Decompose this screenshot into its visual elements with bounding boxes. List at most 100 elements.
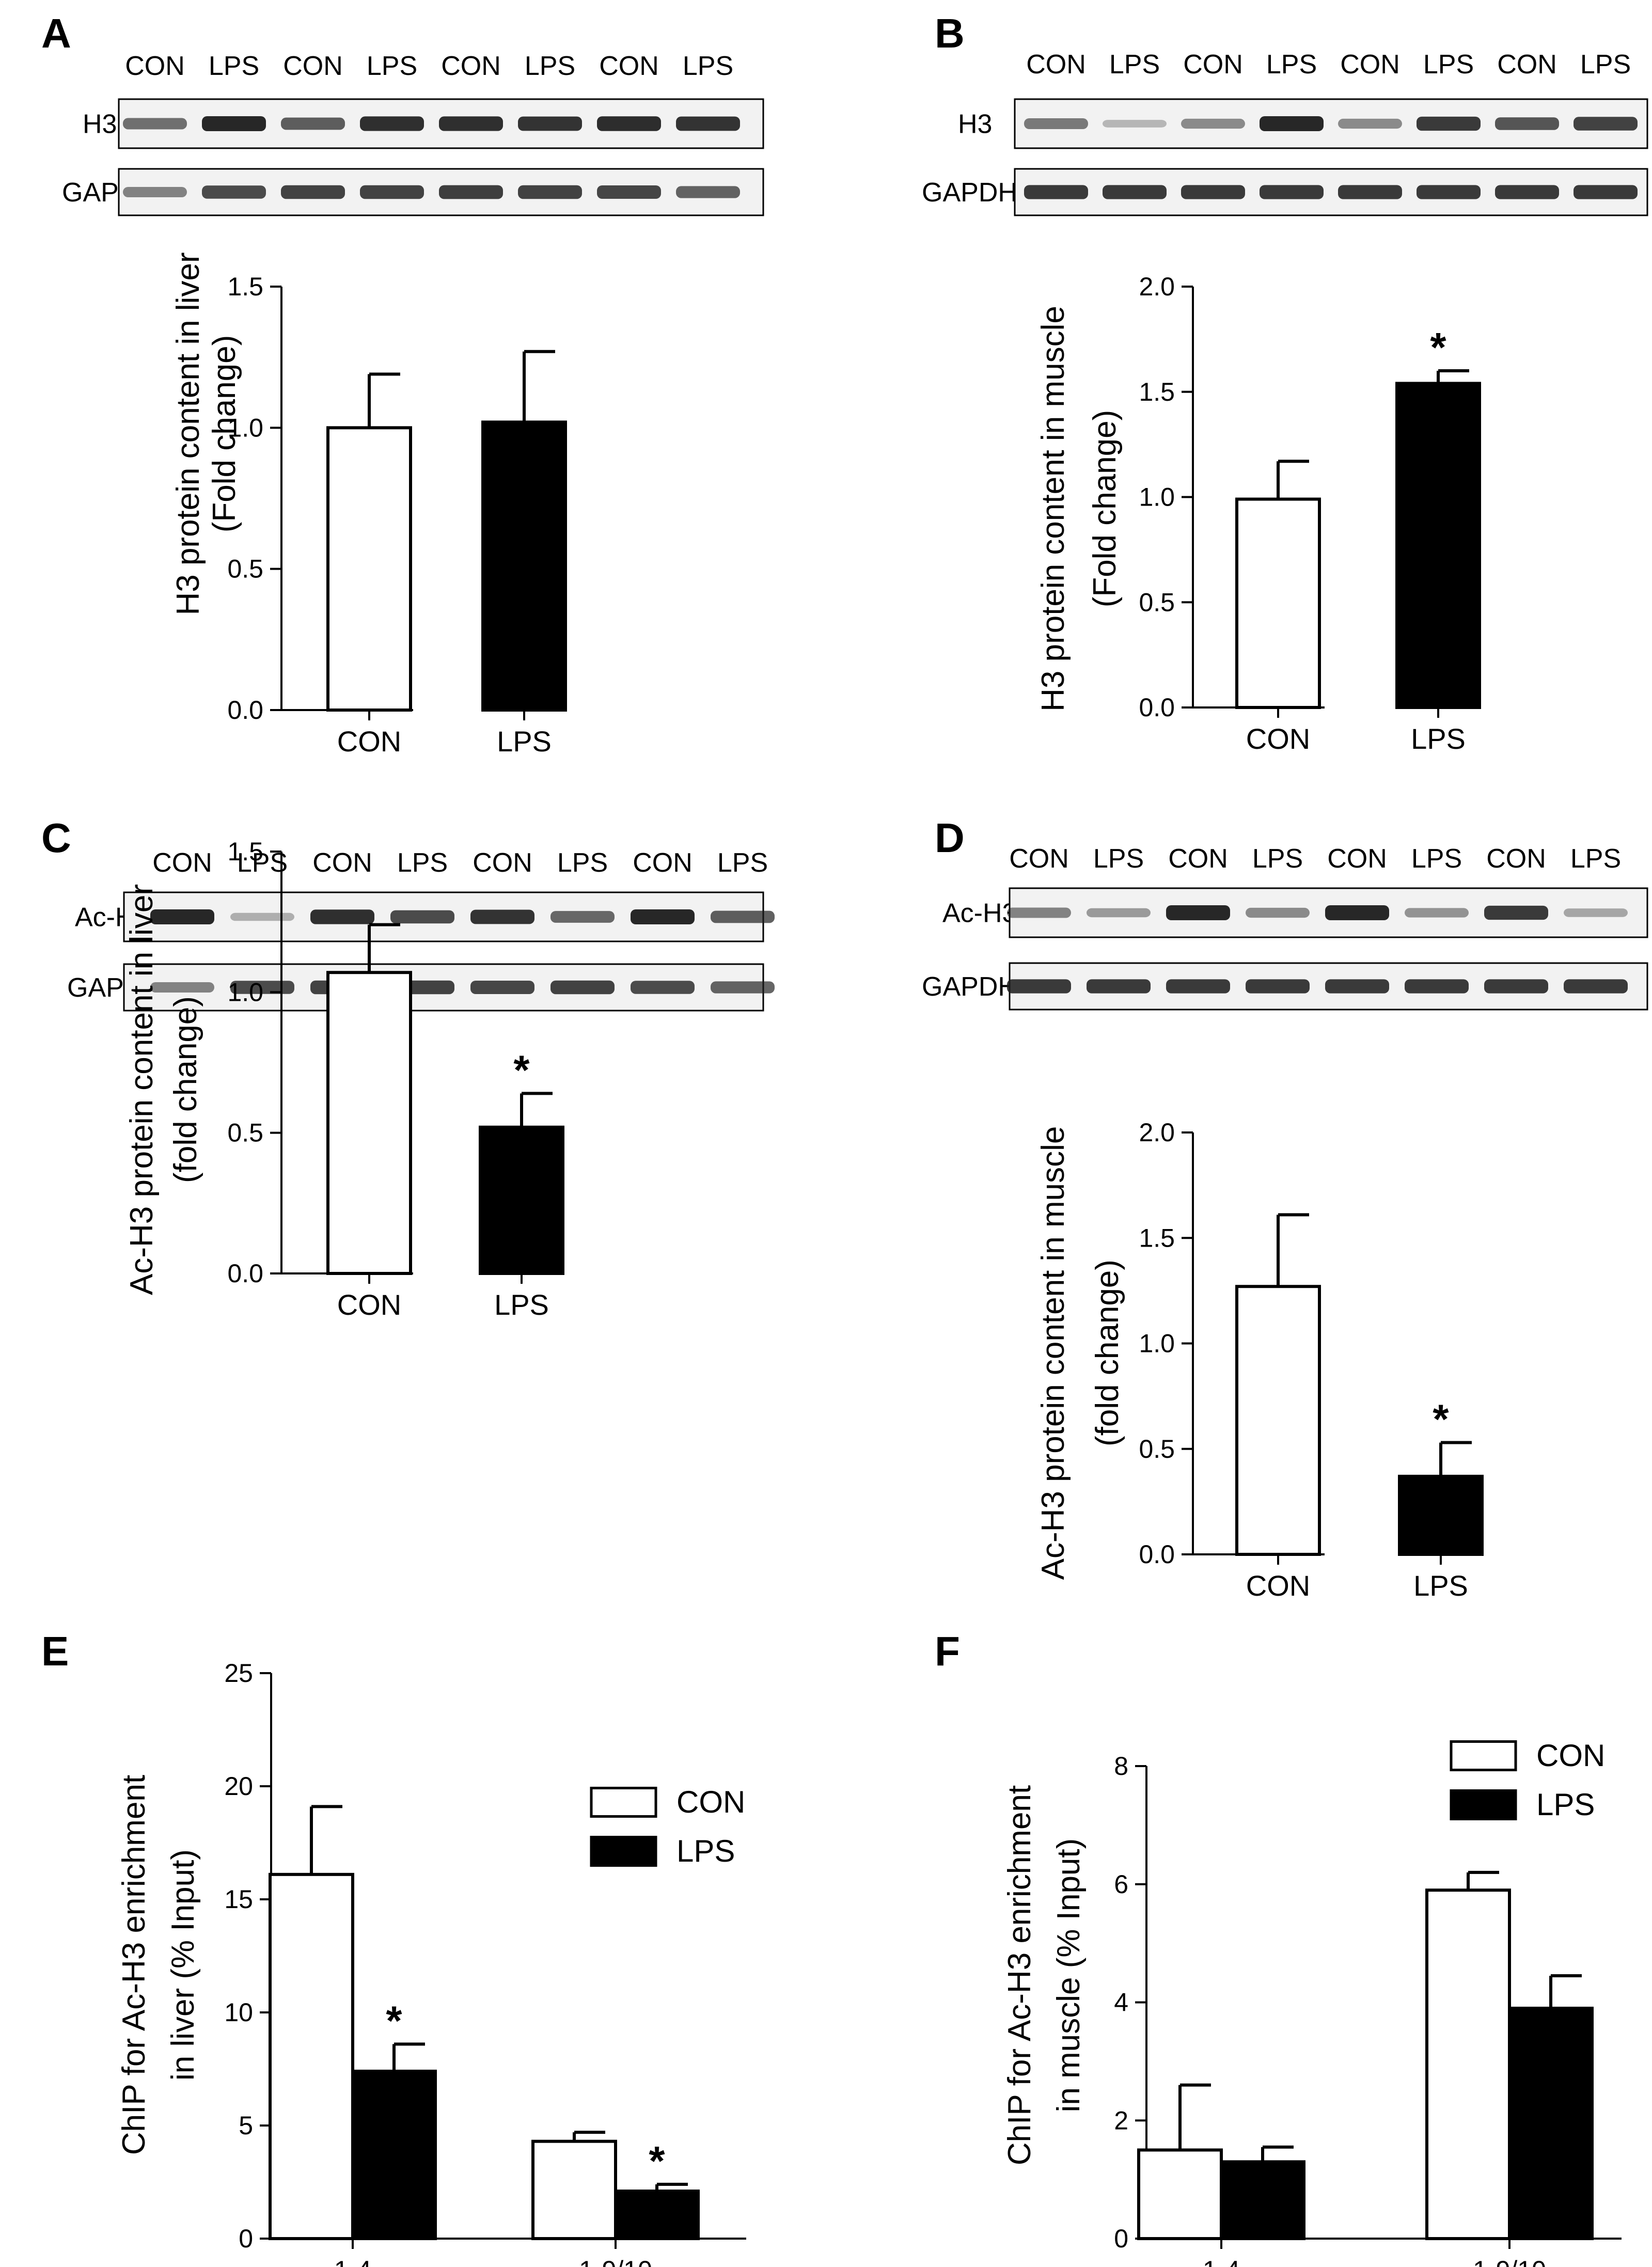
blot-band (123, 186, 187, 198)
blot-band (1495, 185, 1559, 199)
y-tick-label: 0.5 (227, 555, 263, 584)
blot-band (1405, 979, 1469, 994)
significance-marker: * (1433, 1396, 1449, 1442)
lane-label: CON (1183, 50, 1243, 80)
blot-band (360, 185, 424, 199)
panel-label: A (41, 10, 71, 56)
blot-band (631, 909, 695, 925)
y-axis-title: ChIP for Ac-H3 enrichment (116, 1775, 152, 2155)
blot-band (1087, 979, 1151, 994)
blot-band (281, 117, 345, 130)
blot-band (230, 981, 294, 994)
bar (1508, 2006, 1594, 2240)
bar (614, 2190, 700, 2241)
blot-band (597, 185, 661, 199)
lane-label: CON (1486, 844, 1546, 874)
panel-label: D (935, 815, 965, 861)
bar (531, 2139, 617, 2241)
blot-band (597, 116, 661, 131)
blot-band (1564, 908, 1628, 917)
bar (326, 426, 412, 712)
blot-band (390, 910, 454, 924)
blot-row-label: GAPDH (922, 972, 1017, 1002)
bar (1220, 2160, 1305, 2240)
lane-label: CON (473, 848, 532, 878)
blot-band (1338, 118, 1402, 129)
y-axis-title: H3 protein content in muscle (1035, 306, 1071, 712)
x-tick-label: 1-4 (1203, 2256, 1240, 2267)
blot-row-label: H3 (958, 109, 992, 139)
lane-label: LPS (397, 848, 448, 878)
y-tick-label: 10 (224, 1998, 253, 2027)
blot-band (1405, 908, 1469, 918)
x-tick-label: LPS (1411, 722, 1466, 755)
y-tick-label: 2.0 (1139, 1118, 1175, 1147)
lane-label: LPS (717, 848, 768, 878)
blot-band (150, 982, 214, 993)
lane-label: LPS (525, 51, 575, 81)
blot-band (150, 909, 214, 925)
legend-label: CON (1536, 1738, 1605, 1773)
y-tick-label: 0.0 (227, 1259, 263, 1288)
blot-band (470, 980, 534, 995)
y-tick-label: 1.0 (1139, 483, 1175, 512)
legend-swatch (1450, 1789, 1517, 1820)
lane-label: CON (599, 51, 659, 81)
lane-label: LPS (1252, 844, 1303, 874)
legend-swatch (590, 1836, 657, 1867)
blot-band (1574, 185, 1638, 199)
y-tick-label: 0.5 (1139, 1435, 1175, 1463)
legend-label: LPS (1536, 1787, 1595, 1822)
blot-band (202, 185, 266, 199)
x-tick-label: LPS (497, 725, 552, 758)
bar (351, 2069, 437, 2240)
blot-row-label: GAPDH (922, 178, 1017, 208)
x-tick-label: LPS (494, 1288, 549, 1321)
panel-label: B (935, 10, 965, 56)
bar (1235, 497, 1321, 709)
blot-row-label: H3 (83, 109, 117, 139)
legend-swatch (1450, 1740, 1517, 1771)
blot-band (676, 116, 740, 131)
lane-label: LPS (1580, 50, 1631, 80)
x-tick-label: CON (1246, 1569, 1310, 1602)
x-tick-label: CON (337, 725, 401, 758)
x-tick-label: CON (337, 1288, 401, 1321)
y-tick-label: 20 (224, 1772, 253, 1801)
y-tick-label: 0 (1114, 2224, 1128, 2253)
significance-marker: * (386, 1997, 402, 2043)
y-tick-label: 2.0 (1139, 272, 1175, 301)
blot-band (711, 981, 775, 994)
lane-label: CON (1026, 50, 1086, 80)
panel-d: D CON LPS CON LPS CON LPS CON LPS Ac-H3 GAPDH 0.0 0.… (922, 815, 1648, 1602)
lane-label: LPS (1411, 844, 1462, 874)
y-tick-label: 1.0 (227, 413, 263, 442)
x-tick-label: CON (1246, 722, 1310, 755)
blot-band (518, 185, 582, 199)
y-tick-label: 1.0 (227, 978, 263, 1006)
lane-label: CON (312, 848, 372, 878)
y-axis-title: in liver (% Input) (165, 1849, 201, 2081)
y-tick-label: 6 (1114, 1870, 1128, 1899)
legend-label: CON (676, 1785, 745, 1819)
blot-band (281, 185, 345, 199)
lane-label: CON (1327, 844, 1387, 874)
blot-band (1246, 979, 1310, 994)
lane-label: CON (441, 51, 501, 81)
y-tick-label: 1.5 (227, 837, 263, 866)
bar (1425, 1888, 1511, 2240)
panel-label: F (935, 1628, 960, 1674)
y-axis-title: Ac-H3 protein content in muscle (1035, 1126, 1071, 1580)
y-tick-label: 5 (239, 2111, 253, 2140)
bar (481, 420, 567, 712)
lane-label: LPS (1266, 50, 1317, 80)
y-axis-title: ChIP for Ac-H3 enrichment (1002, 1785, 1037, 2165)
bar (269, 1872, 354, 2241)
lane-label: CON (1497, 50, 1557, 80)
blot-band (1024, 185, 1088, 199)
panel-e: E 0 5 10 15 20 25 ChIP for Ac-H3 enrichment in l… (41, 1628, 746, 2267)
lane-label: LPS (1093, 844, 1144, 874)
bar (1235, 1285, 1321, 1556)
